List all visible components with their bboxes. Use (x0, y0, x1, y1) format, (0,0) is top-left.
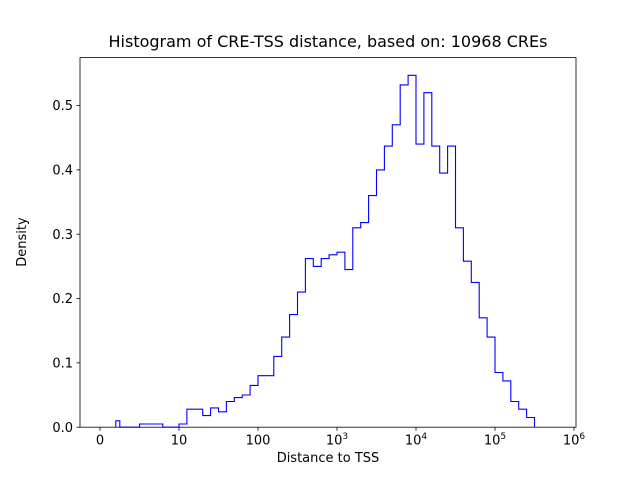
x-tick-label: 104 (405, 432, 428, 449)
x-tick-label: 0 (96, 434, 104, 449)
plot-area (79, 57, 577, 428)
plot-group: 0.0 0.1 0.2 0.3 0.4 0.5 0 10 100 103 104 105 106 (52, 57, 586, 449)
x-tick-label: 100 (246, 434, 271, 449)
y-axis-label: Density (15, 217, 30, 267)
x-tick-label: 103 (326, 432, 348, 449)
y-tick-label: 0.0 (52, 421, 73, 436)
x-axis-label: Distance to TSS (277, 451, 380, 466)
x-tick-label: 105 (484, 432, 506, 449)
y-tick-label: 0.3 (52, 228, 73, 243)
y-tick-label: 0.5 (52, 99, 73, 114)
y-tick-label: 0.1 (52, 357, 73, 372)
x-tick-label: 106 (563, 432, 586, 449)
y-tick-label: 0.4 (52, 164, 73, 179)
x-tick-label: 10 (171, 434, 188, 449)
histogram-step-line (115, 74, 536, 428)
chart-title: Histogram of CRE-TSS distance, based on:… (109, 32, 548, 51)
y-tick-label: 0.2 (52, 292, 73, 307)
